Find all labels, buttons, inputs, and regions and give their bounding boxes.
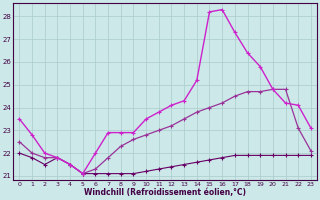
- X-axis label: Windchill (Refroidissement éolien,°C): Windchill (Refroidissement éolien,°C): [84, 188, 246, 197]
